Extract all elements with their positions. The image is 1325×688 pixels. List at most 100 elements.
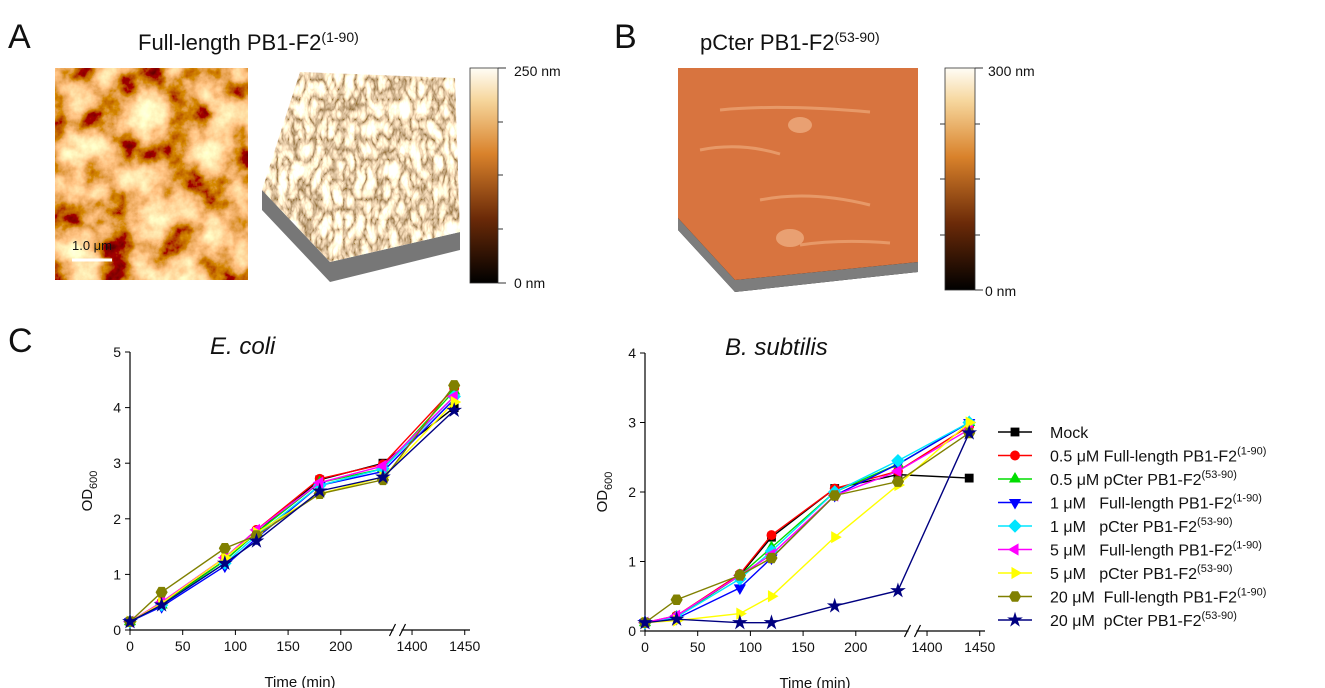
marker bbox=[637, 614, 653, 630]
y-tick-label: 3 bbox=[628, 415, 636, 431]
marker bbox=[767, 590, 779, 603]
legend-name: Mock bbox=[1050, 425, 1089, 442]
colorbar-ticks bbox=[498, 67, 506, 284]
legend-sup: (1-90) bbox=[1233, 493, 1262, 505]
marker bbox=[964, 473, 974, 483]
legend-sup: (1-90) bbox=[1237, 446, 1266, 458]
colorbar-label: 250 nm bbox=[514, 63, 561, 79]
marker bbox=[765, 552, 778, 564]
marker bbox=[826, 597, 843, 613]
legend-marker bbox=[1007, 611, 1023, 627]
colorbar bbox=[469, 67, 499, 284]
colorbar-label: 0 nm bbox=[985, 283, 1016, 299]
y-tick-label: 2 bbox=[628, 484, 636, 500]
legend-text: 0.5 μM pCter PB1-F2(53-90) bbox=[1050, 469, 1237, 489]
marker bbox=[375, 468, 391, 484]
legend-name: 0.5 μM Full-length PB1-F2 bbox=[1050, 449, 1237, 466]
marker bbox=[153, 596, 170, 612]
legend-marker bbox=[1011, 566, 1023, 580]
marker bbox=[732, 614, 748, 630]
y-tick-label: 5 bbox=[113, 344, 121, 360]
title-sup: (53-90) bbox=[835, 29, 880, 45]
x-tick-label: 200 bbox=[329, 638, 353, 654]
y-label-text: OD bbox=[79, 489, 96, 512]
chart-title: E. coli bbox=[210, 333, 276, 360]
x-tick-label: 100 bbox=[739, 639, 763, 655]
legend-sup: (1-90) bbox=[1237, 587, 1266, 599]
y-label-text: OD bbox=[594, 490, 611, 513]
marker bbox=[736, 607, 747, 620]
y-tick-label: 1 bbox=[628, 554, 636, 570]
legend-text: 1 μM Full-length PB1-F2(1-90) bbox=[1050, 493, 1262, 513]
title-sup: (1-90) bbox=[321, 29, 358, 45]
marker bbox=[448, 380, 461, 391]
marker bbox=[311, 482, 328, 498]
legend-name: 0.5 μM pCter PB1-F2 bbox=[1050, 472, 1202, 489]
series-line bbox=[644, 473, 970, 624]
afm-3d-image bbox=[678, 68, 918, 280]
series-line bbox=[644, 432, 970, 624]
marker bbox=[375, 459, 387, 473]
y-tick-label: 0 bbox=[113, 622, 121, 638]
legend-marker bbox=[1007, 543, 1019, 556]
marker bbox=[965, 416, 977, 429]
panel-title: pCter PB1-F2(53-90) bbox=[700, 29, 880, 55]
y-tick-label: 2 bbox=[113, 511, 121, 527]
title-text: pCter PB1-F2 bbox=[700, 30, 835, 55]
y-axis-label: OD600 bbox=[79, 471, 100, 512]
marker bbox=[766, 530, 777, 541]
afm-features bbox=[699, 105, 891, 247]
x-axis-label: Time (min) bbox=[779, 675, 850, 688]
marker bbox=[668, 610, 685, 626]
panel-label: B bbox=[614, 18, 637, 56]
legend-sup: (1-90) bbox=[1233, 540, 1262, 552]
series-line bbox=[129, 390, 455, 623]
legend-name: 1 μM Full-length PB1-F2 bbox=[1050, 496, 1233, 513]
marker bbox=[155, 586, 168, 598]
legend-sup: (53-90) bbox=[1202, 610, 1237, 622]
y-tick-label: 0 bbox=[628, 623, 636, 639]
afm-base bbox=[262, 190, 460, 282]
legend-name: 1 μM pCter PB1-F2 bbox=[1050, 519, 1197, 536]
marker bbox=[217, 555, 233, 570]
marker bbox=[446, 402, 463, 418]
panel-title: Full-length PB1-F2(1-90) bbox=[138, 29, 359, 55]
legend-marker bbox=[1010, 450, 1020, 461]
legend-name: 20 μM Full-length PB1-F2 bbox=[1050, 590, 1237, 607]
panel-label: A bbox=[8, 18, 31, 56]
legend-text: 20 μM pCter PB1-F2(53-90) bbox=[1050, 610, 1237, 630]
colorbar-label: 0 nm bbox=[514, 275, 545, 291]
x-tick-label: 100 bbox=[224, 638, 248, 654]
title-text: Full-length PB1-F2 bbox=[138, 30, 321, 55]
y-tick-label: 1 bbox=[113, 566, 121, 582]
marker bbox=[890, 465, 902, 478]
panel-label: C bbox=[8, 322, 33, 360]
marker bbox=[828, 490, 841, 501]
legend-marker bbox=[1008, 591, 1022, 602]
x-axis-label: Time (min) bbox=[264, 674, 335, 688]
y-tick-label: 4 bbox=[628, 345, 636, 361]
y-label-sub: 600 bbox=[603, 472, 615, 490]
marker bbox=[763, 614, 780, 630]
scale-bar-label: 1.0 μm bbox=[72, 238, 112, 253]
x-tick-label: 50 bbox=[175, 638, 191, 654]
marker bbox=[670, 594, 683, 605]
x-tick-label: 1400 bbox=[911, 639, 942, 655]
x-tick-label: 1450 bbox=[449, 638, 480, 654]
afm-image bbox=[55, 68, 248, 280]
x-tick-label: 150 bbox=[276, 638, 300, 654]
chart-title: B. subtilis bbox=[725, 334, 828, 361]
afm-base bbox=[678, 218, 918, 292]
marker bbox=[831, 531, 842, 544]
legend-text: 1 μM pCter PB1-F2(53-90) bbox=[1050, 516, 1233, 536]
axis-break bbox=[388, 623, 407, 637]
legend-marker bbox=[1008, 498, 1022, 510]
marker bbox=[733, 570, 746, 581]
series-line bbox=[644, 432, 970, 624]
y-tick-label: 3 bbox=[113, 455, 121, 471]
legend-name: 5 μM pCter PB1-F2 bbox=[1050, 566, 1197, 583]
x-tick-label: 1400 bbox=[396, 638, 427, 654]
legend-text: Mock bbox=[1050, 425, 1089, 442]
marker bbox=[891, 453, 905, 468]
